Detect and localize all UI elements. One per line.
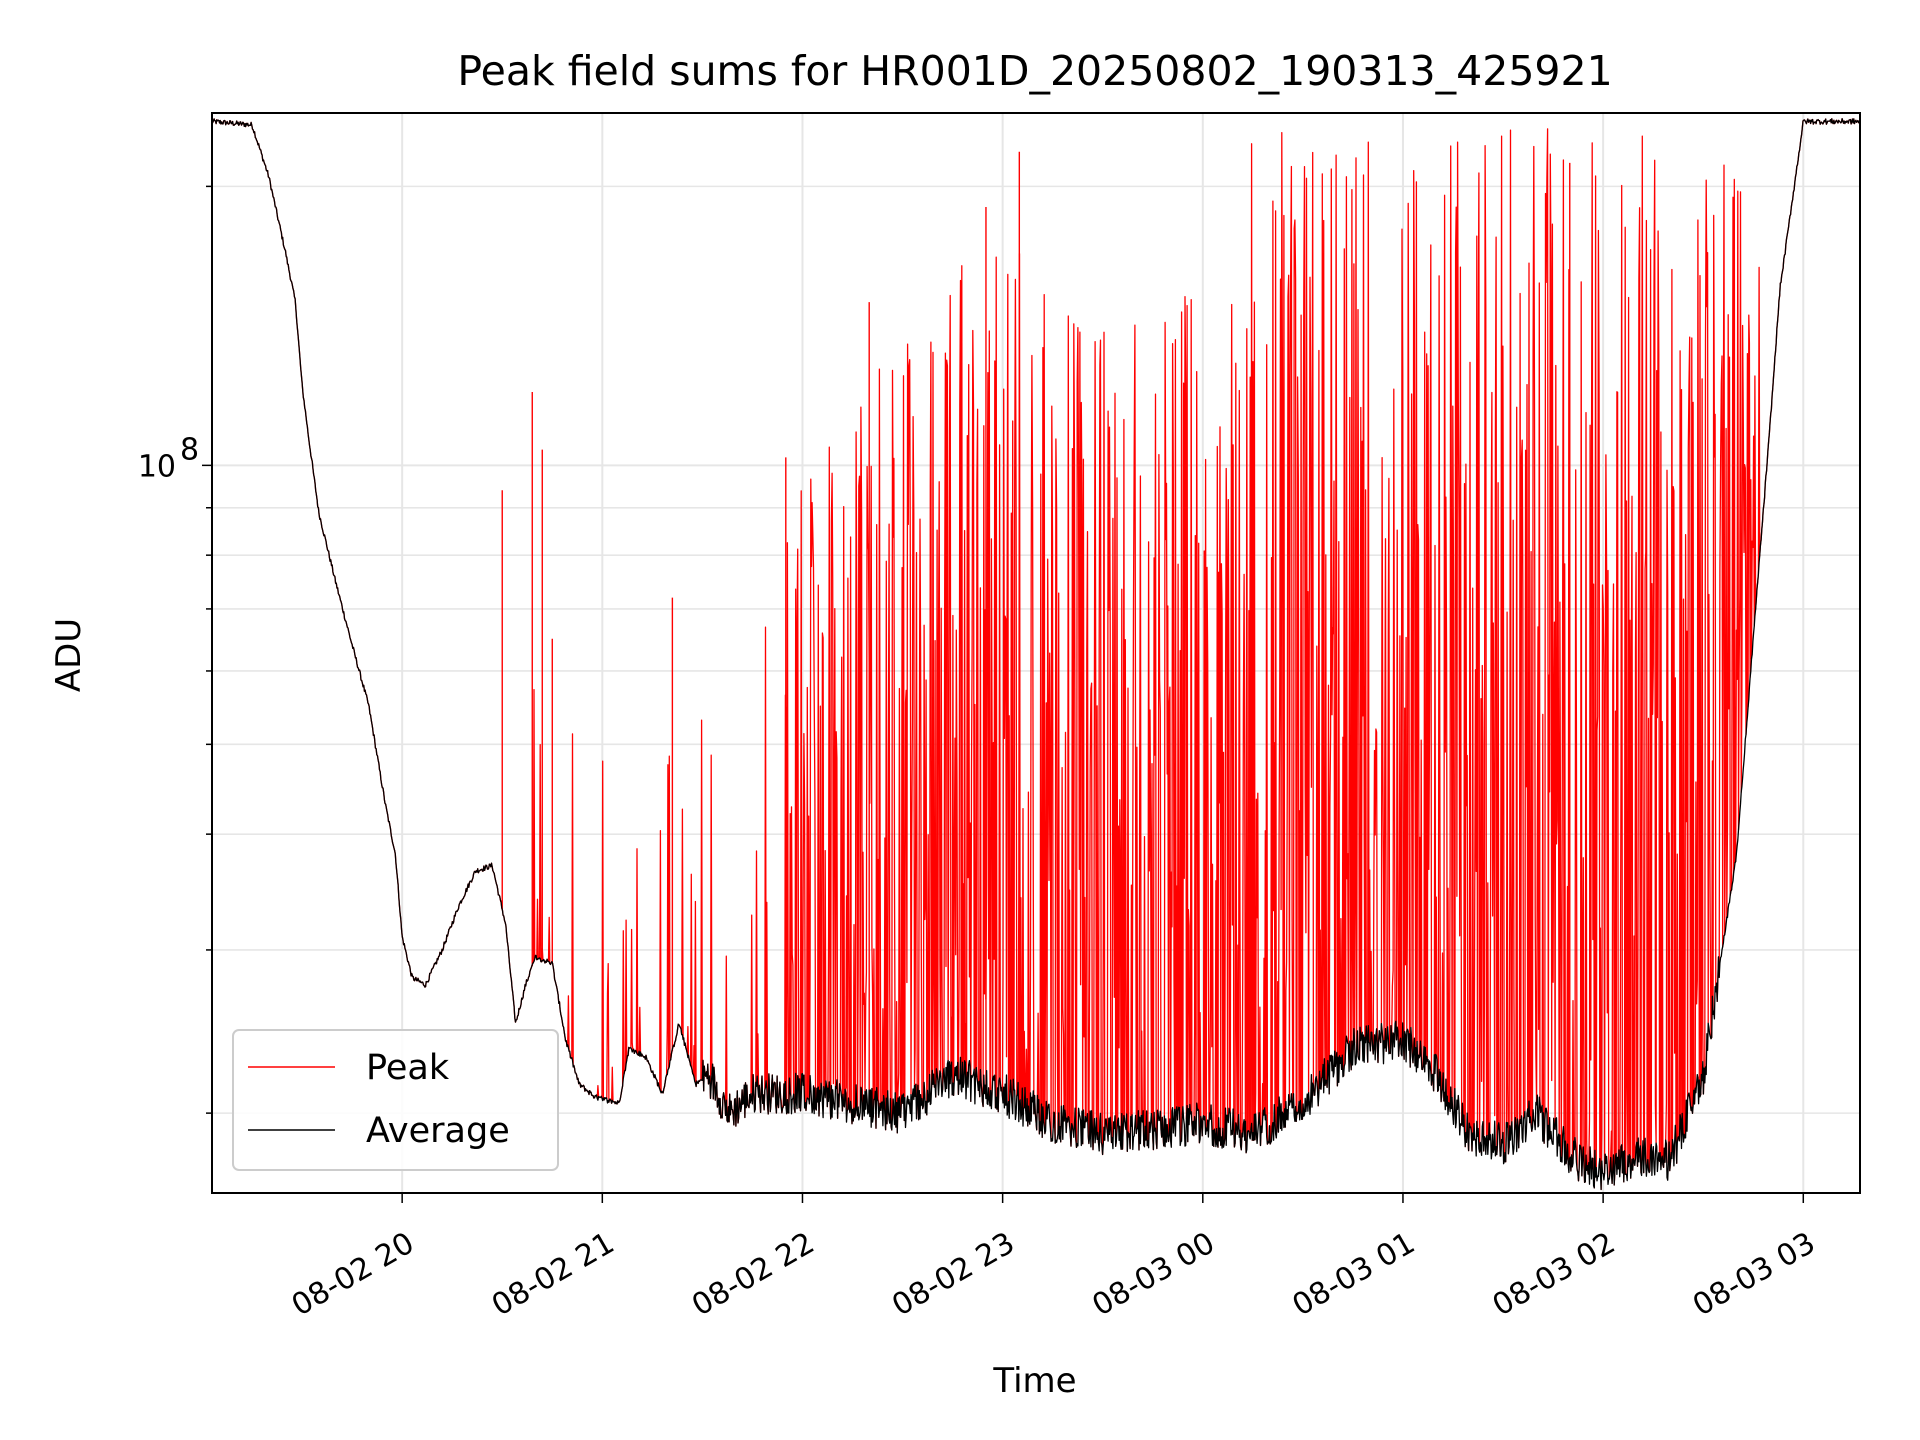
legend-label-peak: Peak — [366, 1048, 450, 1088]
legend: Peak Average — [232, 1029, 559, 1171]
y-tick-label: 10 — [138, 449, 176, 484]
plot-area — [211, 118, 1861, 1191]
y-axis-label: ADU — [49, 618, 89, 692]
grid-lines — [212, 113, 1860, 1193]
series-line-average — [211, 118, 1861, 1191]
legend-label-average: Average — [366, 1111, 510, 1151]
plot-frame — [211, 112, 1861, 1194]
chart-title: Peak field sums for HR001D_20250802_1903… — [457, 47, 1612, 95]
x-axis-label: Time — [992, 1361, 1076, 1401]
y-tick-label-exponent: 8 — [180, 432, 199, 467]
legend-box — [232, 1029, 559, 1171]
